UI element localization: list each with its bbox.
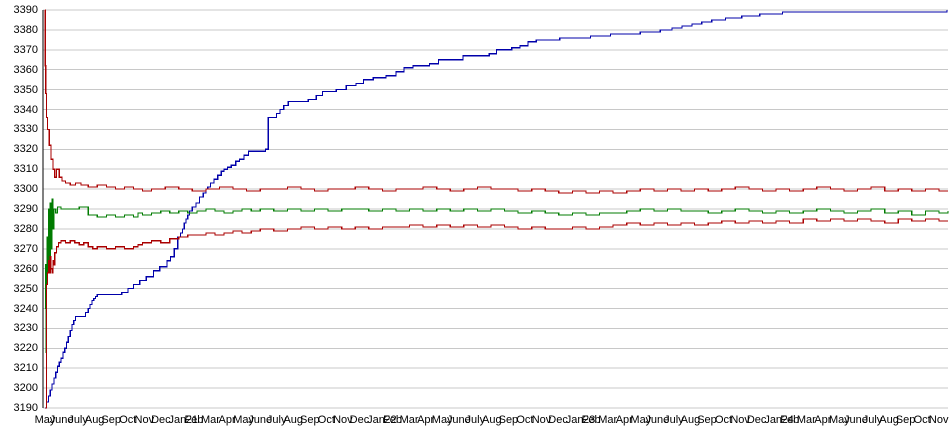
x-tick-label: Sep <box>895 414 916 426</box>
x-tick-label: Feb <box>383 414 403 426</box>
x-tick-label: July <box>862 414 883 426</box>
x-tick-label: June <box>49 414 74 426</box>
x-tick-label: Jan <box>168 414 187 426</box>
y-tick-label: 3370 <box>13 43 38 56</box>
x-tick-label: Nov <box>928 414 949 426</box>
x-year-label: 21 <box>185 414 199 426</box>
x-tick-label: Feb <box>780 414 800 426</box>
y-tick-label: 3380 <box>13 23 38 36</box>
x-year-label: 22 <box>384 414 397 426</box>
x-tick-label: Jan <box>367 414 385 426</box>
x-tick-label: Apr <box>615 414 633 426</box>
x-tick-label: Oct <box>913 414 931 426</box>
y-tick-label: 3190 <box>13 402 38 414</box>
y-tick-label: 3350 <box>13 83 38 96</box>
x-tick-label: Sep <box>498 414 519 426</box>
y-tick-label: 3220 <box>13 342 38 355</box>
x-tick-label: July <box>465 414 486 426</box>
x-year-label: 23 <box>583 414 596 426</box>
y-tick-label: 3200 <box>13 382 38 395</box>
y-tick-label: 3280 <box>13 222 38 235</box>
x-tick-label: June <box>645 414 670 426</box>
x-tick-label: Nov <box>134 414 155 426</box>
x-tick-label: Aug <box>84 414 105 426</box>
y-tick-label: 3290 <box>13 203 38 215</box>
x-tick-label: Mar <box>598 414 618 426</box>
x-tick-label: Aug <box>482 414 502 426</box>
x-tick-label: Oct <box>119 414 137 426</box>
x-tick-label: Apr <box>218 414 236 426</box>
x-tick-label: Dec <box>548 414 568 426</box>
y-tick-label: 3240 <box>13 302 38 315</box>
x-tick-label: Sep <box>101 414 121 426</box>
x-tick-label: May <box>431 414 453 426</box>
x-tick-label: Aug <box>680 414 701 426</box>
x-tick-label: July <box>664 414 684 426</box>
x-tick-label: May <box>233 414 254 426</box>
blue-cumulative-line <box>44 10 948 409</box>
red-lower-band <box>45 218 948 409</box>
x-tick-label: Dec <box>746 414 767 426</box>
x-tick-label: July <box>266 414 287 426</box>
x-tick-label: Feb <box>184 414 204 426</box>
x-tick-label: Mar <box>399 414 419 426</box>
x-tick-label: Dec <box>151 414 171 426</box>
x-year-label: 24 <box>781 414 794 426</box>
x-tick-label: Aug <box>879 414 899 426</box>
x-tick-label: Nov <box>531 414 552 426</box>
x-tick-label: May <box>34 414 56 426</box>
y-tick-label: 3330 <box>13 123 38 136</box>
x-tick-label: Oct <box>317 414 335 426</box>
y-tick-label: 3390 <box>13 4 38 16</box>
x-tick-label: June <box>248 414 273 426</box>
x-tick-label: July <box>68 414 88 426</box>
x-tick-label: May <box>829 414 850 426</box>
x-tick-label: Dec <box>349 414 370 426</box>
y-tick-label: 3260 <box>13 262 38 275</box>
x-tick-label: Jan <box>565 414 584 426</box>
x-tick-label: Aug <box>283 414 304 426</box>
x-tick-label: Jan <box>764 414 783 426</box>
x-tick-label: Feb <box>581 414 601 426</box>
y-tick-label: 3340 <box>13 103 38 116</box>
x-tick-label: Mar <box>796 414 816 426</box>
green-middle-band <box>44 198 949 353</box>
x-tick-label: June <box>844 414 868 426</box>
x-tick-label: Sep <box>697 414 717 426</box>
x-tick-label: Nov <box>333 414 353 426</box>
x-tick-label: May <box>630 414 652 426</box>
y-tick-label: 3310 <box>13 163 38 176</box>
x-tick-label: Nov <box>730 414 750 426</box>
red-upper-band <box>44 9 948 194</box>
x-tick-label: Sep <box>300 414 320 426</box>
y-tick-label: 3270 <box>13 242 38 255</box>
y-tick-label: 3320 <box>13 143 38 156</box>
y-tick-label: 3250 <box>13 282 38 295</box>
x-tick-label: Oct <box>516 414 534 426</box>
x-tick-label: Apr <box>417 414 435 426</box>
x-tick-label: Apr <box>814 414 832 426</box>
y-tick-label: 3300 <box>13 183 38 196</box>
y-tick-label: 3230 <box>13 322 38 335</box>
y-tick-label: 3210 <box>13 362 38 375</box>
x-tick-label: June <box>446 414 471 426</box>
x-tick-label: Oct <box>714 414 733 426</box>
y-tick-label: 3360 <box>13 63 38 76</box>
x-tick-label: Mar <box>201 414 220 426</box>
